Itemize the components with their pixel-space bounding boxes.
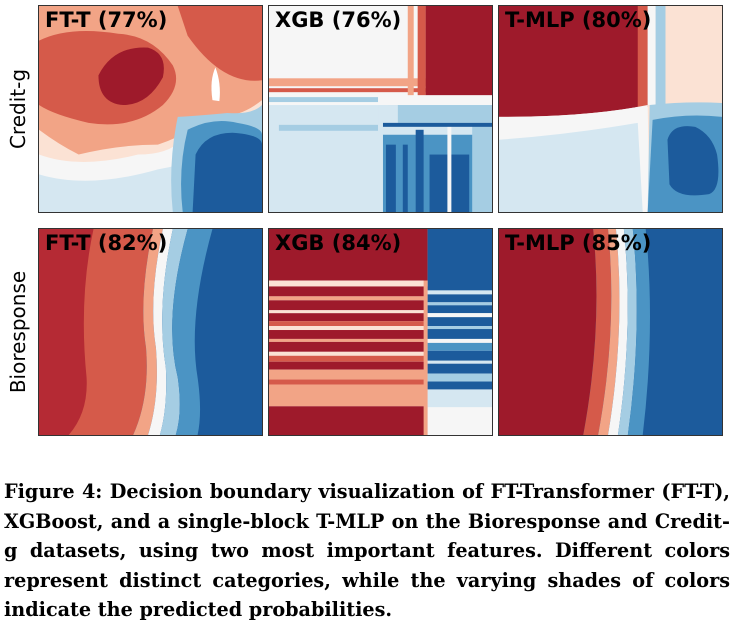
panel-bioresponse-tmlp: T-MLP (85%) bbox=[498, 228, 723, 436]
decision-boundary-plot bbox=[269, 6, 492, 212]
panel-title: T-MLP (85%) bbox=[505, 231, 652, 255]
figure-caption: Figure 4: Decision boundary visualizatio… bbox=[4, 480, 730, 621]
panel-bioresponse-xgb: XGB (84%) bbox=[268, 228, 493, 436]
panel-title: FT-T (82%) bbox=[45, 231, 168, 255]
panel-bioresponse-ftt: FT-T (82%) bbox=[38, 228, 263, 436]
panel-credit-g-tmlp: T-MLP (80%) bbox=[498, 5, 723, 213]
row-label-bioresponse: Bioresponse bbox=[6, 270, 31, 394]
decision-boundary-plot bbox=[269, 229, 492, 435]
row-label-credit-g: Credit-g bbox=[6, 68, 30, 150]
decision-boundary-plot bbox=[499, 6, 722, 212]
decision-boundary-plot bbox=[39, 6, 262, 212]
panel-title: T-MLP (80%) bbox=[505, 8, 652, 32]
panel-title: FT-T (77%) bbox=[45, 8, 168, 32]
panel-title: XGB (76%) bbox=[275, 8, 402, 32]
panel-credit-g-xgb: XGB (76%) bbox=[268, 5, 493, 213]
figure-4: Credit-g Bioresponse FT-T (77%) XGB (76%… bbox=[6, 5, 723, 436]
decision-boundary-plot bbox=[499, 229, 722, 435]
decision-boundary-plot bbox=[39, 229, 262, 435]
panel-credit-g-ftt: FT-T (77%) bbox=[38, 5, 263, 213]
panel-title: XGB (84%) bbox=[275, 231, 402, 255]
